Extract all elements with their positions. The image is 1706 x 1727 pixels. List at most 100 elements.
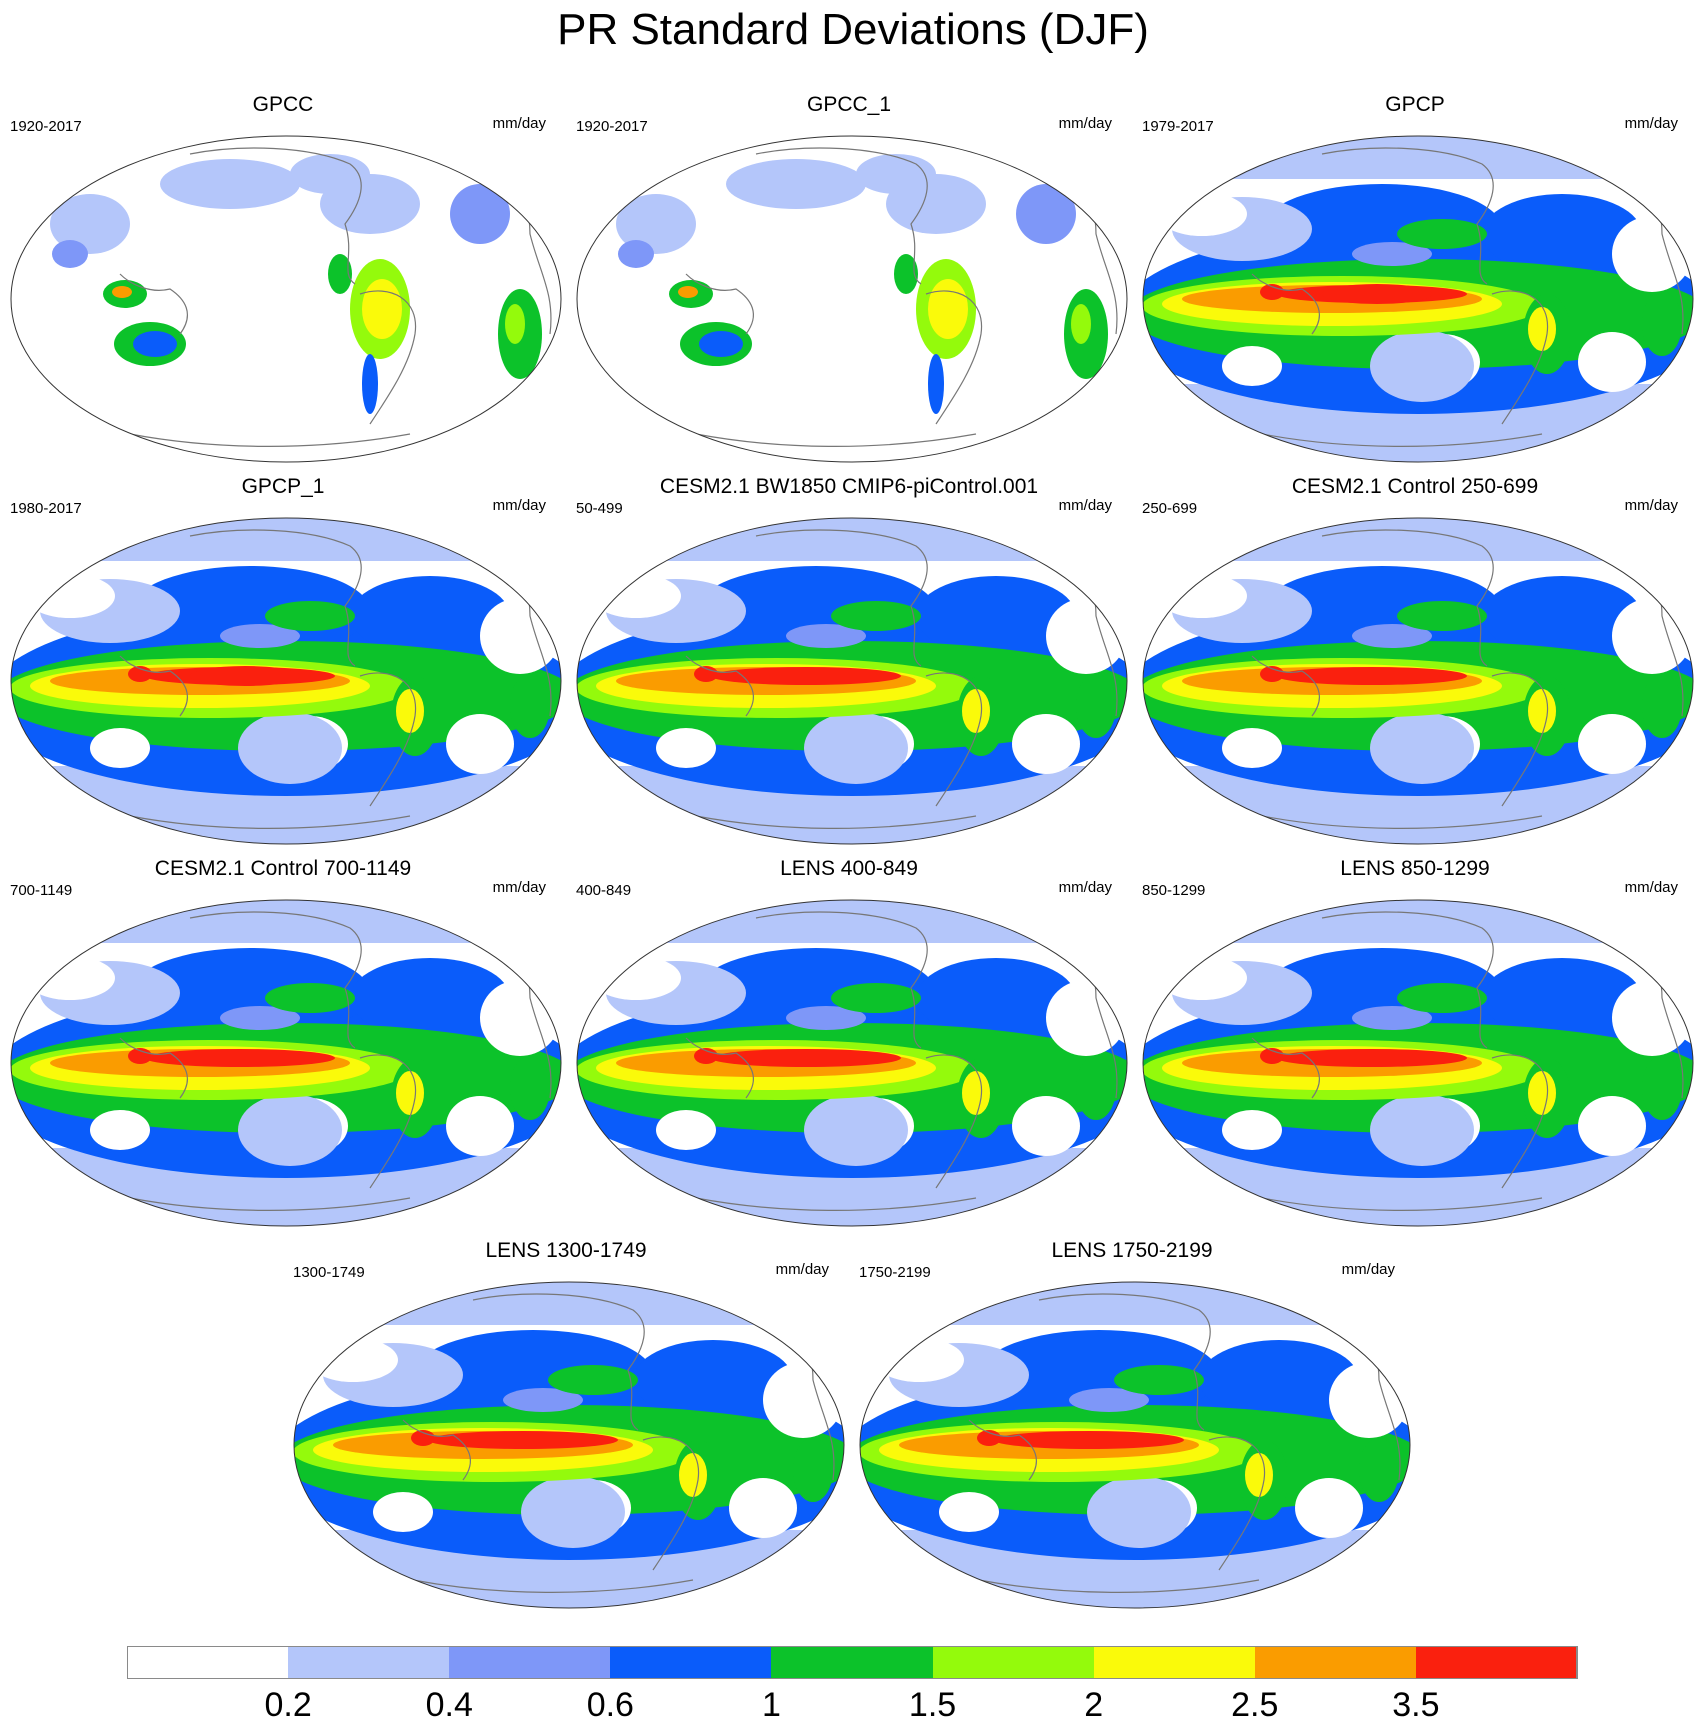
- precip-region: [238, 1094, 342, 1166]
- precip-region: [1612, 598, 1692, 674]
- map-panel: GPCC_1 1920-2017 mm/day: [566, 92, 1132, 467]
- precip-region: [763, 1362, 843, 1438]
- precip-region: [1578, 714, 1646, 774]
- precip-region: [1262, 184, 1502, 274]
- precip-region: [1222, 1110, 1282, 1150]
- precip-region: [1642, 292, 1682, 356]
- panel-title: LENS 1300-1749: [485, 1239, 647, 1262]
- precip-region: [711, 1049, 901, 1067]
- panel-title: GPCC_1: [806, 93, 892, 116]
- precip-region: [726, 159, 866, 209]
- coastline: [978, 1579, 1260, 1593]
- coastline: [755, 911, 928, 1049]
- panel-units: mm/day: [1624, 497, 1678, 514]
- precip-region: [1482, 576, 1642, 656]
- precip-region: [1352, 1006, 1432, 1030]
- coastline: [695, 433, 977, 447]
- coastline: [685, 1037, 754, 1099]
- colorbar-tick-label: 3.5: [1392, 1686, 1440, 1724]
- precip-region: [1199, 1340, 1359, 1420]
- colorbar-swatch: [610, 1646, 773, 1679]
- precip-region: [396, 689, 424, 733]
- map-outline: [576, 135, 1128, 463]
- coastline: [119, 655, 188, 717]
- map-panel: LENS 1750-2199 1750-2199 mm/day: [849, 1238, 1415, 1613]
- figure-title: PR Standard Deviations (DJF): [557, 5, 1149, 54]
- precip-region: [1578, 332, 1646, 392]
- panel-period: 1920-2017: [10, 118, 82, 135]
- precip-region: [633, 1340, 793, 1420]
- map-panel: GPCP 1979-2017 mm/day: [1132, 92, 1698, 467]
- precip-region: [1612, 980, 1692, 1056]
- precip-region: [616, 194, 696, 254]
- precip-region: [548, 1365, 638, 1395]
- precip-region: [50, 194, 130, 254]
- precip-region: [396, 1071, 424, 1115]
- precip-region: [696, 566, 936, 656]
- panel-period: 1920-2017: [576, 118, 648, 135]
- precip-region: [446, 1096, 514, 1156]
- panel-title: CESM2.1 Control 700-1149: [154, 857, 412, 880]
- panel-title: GPCP: [1385, 93, 1445, 116]
- precip-region: [1262, 566, 1502, 656]
- map-panel: LENS 400-849 400-849 mm/day: [566, 856, 1132, 1231]
- precip-region: [220, 624, 300, 648]
- panel-units: mm/day: [492, 497, 546, 514]
- precip-region: [220, 1006, 300, 1030]
- precip-region: [52, 240, 88, 268]
- coastline: [1491, 290, 1549, 425]
- panel-units: mm/day: [492, 879, 546, 896]
- map-panel: GPCP_1 1980-2017 mm/day: [0, 474, 566, 849]
- coastline: [359, 672, 417, 807]
- precip-region: [133, 331, 177, 357]
- precip-region: [1482, 958, 1642, 1038]
- precip-region: [1143, 136, 1693, 179]
- colorbar-tick-label: 0.4: [425, 1686, 473, 1724]
- precip-region: [656, 728, 716, 768]
- precip-region: [656, 1110, 716, 1150]
- panel-title: LENS 1750-2199: [1051, 1239, 1213, 1262]
- precip-region: [577, 900, 1127, 943]
- coastline: [1251, 1037, 1320, 1099]
- map-outline: [576, 899, 1128, 1227]
- precip-region: [786, 1006, 866, 1030]
- coastline: [968, 1419, 1037, 1481]
- precip-map: [1142, 899, 1694, 1227]
- coastline: [685, 273, 754, 335]
- map-panel: CESM2.1 Control 250-699 250-699 mm/day: [1132, 474, 1698, 849]
- coastline: [412, 1579, 694, 1593]
- panel-units: mm/day: [775, 1261, 829, 1278]
- precip-region: [11, 518, 561, 561]
- precip-region: [450, 184, 510, 244]
- precip-region: [1612, 216, 1692, 292]
- precip-region: [265, 601, 355, 631]
- precip-region: [1012, 1096, 1080, 1156]
- panel-period: 1750-2199: [859, 1264, 931, 1281]
- panel-period: 50-499: [576, 500, 623, 517]
- colorbar-tick-label: 2: [1084, 1686, 1104, 1724]
- panel-title: LENS 400-849: [780, 857, 918, 880]
- precip-map: [10, 517, 562, 845]
- precip-map: [859, 1281, 1411, 1609]
- colorbar-tick-label: 2.5: [1231, 1686, 1279, 1724]
- precip-region: [1528, 1071, 1556, 1115]
- precip-region: [521, 1476, 625, 1548]
- precip-region: [1642, 1056, 1682, 1120]
- coastline: [119, 273, 188, 335]
- precip-region: [962, 1071, 990, 1115]
- panel-period: 700-1149: [10, 882, 73, 899]
- map-panel: CESM2.1 BW1850 CMIP6-piControl.001 50-499…: [566, 474, 1132, 849]
- precip-region: [503, 1388, 583, 1412]
- panel-units: mm/day: [1058, 879, 1112, 896]
- precip-region: [1143, 900, 1693, 943]
- precip-region: [1295, 1478, 1363, 1538]
- precip-region: [1143, 518, 1693, 561]
- precip-region: [505, 304, 525, 344]
- precip-region: [711, 667, 901, 685]
- panel-title: GPCC: [252, 93, 314, 116]
- coastline: [189, 529, 362, 667]
- map-outline: [10, 899, 562, 1227]
- precip-region: [699, 331, 743, 357]
- coastline: [1261, 815, 1543, 829]
- precip-region: [1370, 712, 1474, 784]
